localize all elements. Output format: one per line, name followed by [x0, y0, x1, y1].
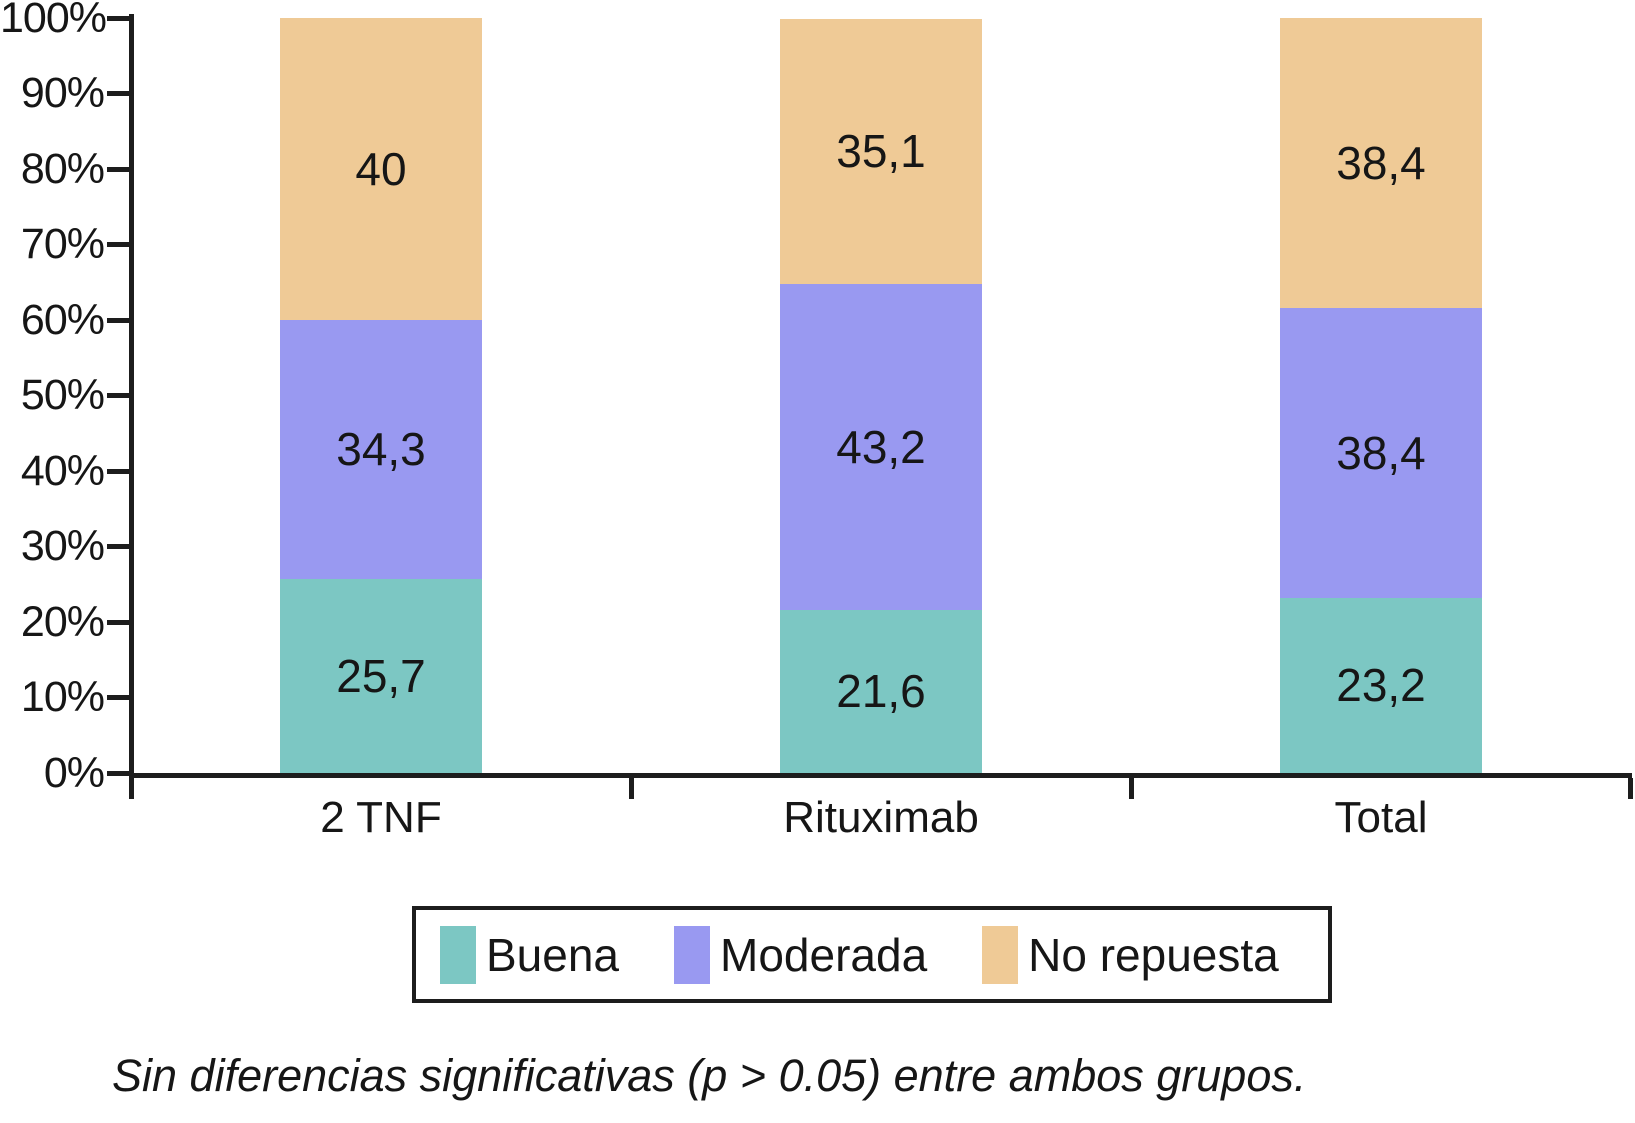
figure-caption: Sin diferencias significativas (p > 0.05…: [112, 1050, 1307, 1101]
x-tick-start: [129, 778, 134, 799]
value-label: 25,7: [336, 649, 426, 702]
legend: Buena Moderada No repuesta: [412, 906, 1332, 1003]
y-axis-line: [129, 14, 134, 795]
value-label: 43,2: [836, 420, 926, 473]
y-tick-30: [107, 544, 131, 549]
value-label: 38,4: [1336, 136, 1426, 189]
y-tick-60: [107, 318, 131, 323]
segment-buena: 23,2: [1280, 597, 1482, 773]
x-tick-end: [1628, 778, 1633, 799]
y-axis-label: 70%: [20, 220, 105, 268]
category-label-2tnf: 2 TNF: [320, 793, 442, 842]
y-tick-0: [107, 771, 131, 776]
segment-buena: 21,6: [780, 609, 982, 773]
legend-swatch-moderada: [674, 925, 711, 984]
legend-swatch-no-repuesta: [982, 925, 1019, 984]
y-tick-80: [107, 167, 131, 172]
value-label: 21,6: [836, 665, 926, 718]
y-axis-label: 100%: [0, 0, 107, 42]
x-tick-divider-1: [629, 778, 634, 799]
y-axis-label: 0%: [43, 749, 105, 797]
y-axis-label: 20%: [20, 598, 105, 646]
value-label: 40: [355, 143, 407, 196]
y-tick-10: [107, 695, 131, 700]
bar-total: 23,2 38,4 38,4: [1280, 18, 1482, 773]
category-label-rituximab: Rituximab: [783, 793, 979, 842]
category-label-total: Total: [1334, 793, 1428, 842]
y-axis-label: 50%: [20, 371, 105, 419]
legend-swatch-buena: [440, 925, 476, 984]
value-label: 34,3: [336, 423, 426, 476]
y-tick-90: [107, 91, 131, 96]
segment-moderada: 43,2: [780, 283, 982, 610]
segment-buena: 25,7: [280, 578, 482, 773]
legend-label-no-repuesta: No repuesta: [1028, 928, 1279, 981]
y-tick-40: [107, 469, 131, 474]
y-tick-20: [107, 620, 131, 625]
segment-moderada: 34,3: [280, 320, 482, 579]
x-axis-line: [129, 773, 1632, 778]
value-label: 38,4: [1336, 426, 1426, 479]
y-tick-100: [107, 16, 131, 21]
segment-no-repuesta: 40: [280, 18, 482, 321]
segment-no-repuesta: 35,1: [780, 18, 982, 284]
legend-item-no-repuesta: No repuesta: [982, 925, 1279, 984]
y-axis-label: 60%: [20, 296, 105, 344]
legend-label-buena: Buena: [486, 928, 620, 981]
x-tick-divider-2: [1129, 778, 1134, 799]
value-label: 35,1: [836, 125, 926, 178]
y-axis-label: 10%: [20, 673, 105, 721]
y-axis-label: 80%: [20, 145, 105, 193]
segment-no-repuesta: 38,4: [1280, 18, 1482, 308]
legend-item-buena: Buena: [440, 925, 620, 984]
bar-rituximab: 21,6 43,2 35,1: [780, 18, 982, 773]
y-axis-label: 40%: [20, 447, 105, 495]
y-axis-label: 90%: [20, 69, 105, 117]
y-tick-50: [107, 393, 131, 398]
legend-item-moderada: Moderada: [674, 925, 928, 984]
y-tick-70: [107, 242, 131, 247]
bar-2tnf: 25,7 34,3 40: [280, 18, 482, 773]
y-axis-label: 30%: [20, 522, 105, 570]
value-label: 23,2: [1336, 659, 1426, 712]
segment-moderada: 38,4: [1280, 307, 1482, 598]
legend-label-moderada: Moderada: [720, 928, 928, 981]
